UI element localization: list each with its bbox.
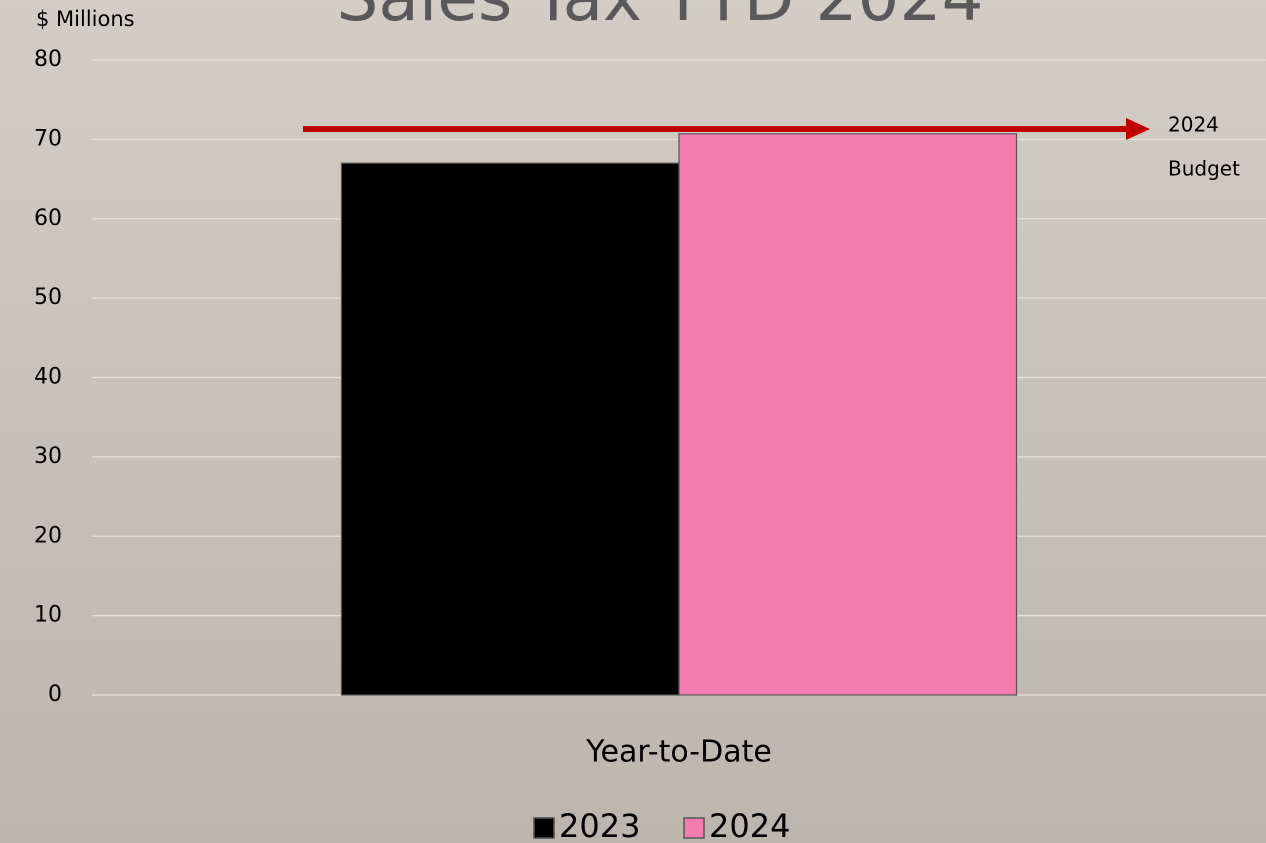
chart-title: Sales Tax YTD 2024: [337, 0, 984, 36]
y-tick-label: 20: [34, 523, 62, 548]
legend-swatch: [533, 817, 555, 839]
legend-label: 2023: [559, 807, 640, 843]
legend-swatch: [683, 817, 705, 839]
y-axis-label: $ Millions: [36, 7, 135, 31]
y-tick-label: 70: [34, 126, 62, 151]
y-tick-label: 10: [34, 603, 62, 628]
y-tick-label: 60: [34, 206, 62, 231]
y-tick-label: 40: [34, 365, 62, 390]
reference-label: Budget: [1168, 157, 1240, 181]
y-tick-label: 30: [34, 444, 62, 469]
reference-arrowhead: [1126, 118, 1150, 141]
y-tick-label: 80: [34, 47, 62, 72]
reference-label: 2024: [1168, 113, 1219, 137]
x-tick-label: Year-to-Date: [585, 735, 772, 770]
legend-label: 2024: [709, 807, 790, 843]
bar: [678, 133, 1018, 696]
y-tick-label: 0: [48, 682, 62, 707]
y-tick-label: 50: [34, 285, 62, 310]
bar: [340, 162, 680, 696]
